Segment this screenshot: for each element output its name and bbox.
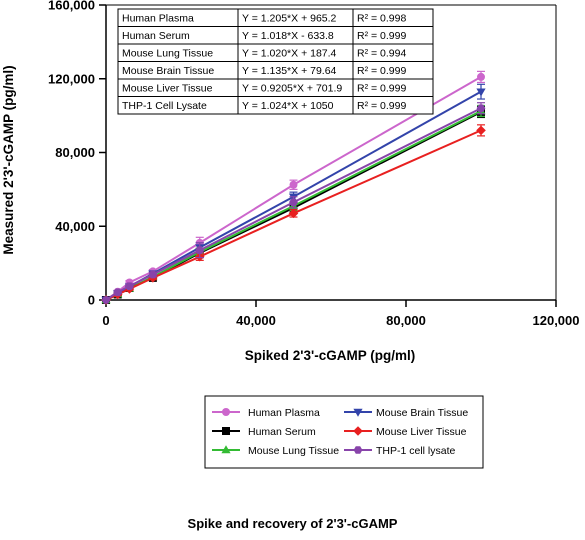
fit-r-squared: R² = 0.999 [357,65,406,77]
legend-marker [222,408,230,416]
series-mouse-liver-tissue [101,124,486,305]
fit-r-squared: R² = 0.999 [357,83,406,95]
legend-item: Mouse Lung Tissue [212,445,339,457]
fit-r-squared: R² = 0.998 [357,13,406,25]
x-tick-label: 0 [102,313,109,328]
fit-equation: Y = 0.9205*X + 701.9 [242,83,342,95]
fit-sample: Mouse Liver Tissue [122,83,213,95]
y-tick-label: 0 [88,293,95,308]
data-point [476,88,486,97]
legend-marker [221,445,231,454]
fit-sample: Human Plasma [122,13,194,25]
fit-r-squared: R² = 0.999 [357,100,406,112]
fit-r-squared: R² = 0.994 [357,48,406,60]
legend-label: Mouse Liver Tissue [376,426,467,438]
data-point [113,288,123,297]
fit-sample: Human Serum [122,30,190,42]
fit-sample: Mouse Lung Tissue [122,48,213,60]
fit-sample: THP-1 Cell Lysate [122,100,207,112]
legend-marker [353,408,363,417]
data-point [476,104,486,113]
fit-equation: Y = 1.135*X + 79.64 [242,65,337,77]
legend-marker [222,427,230,435]
x-tick-label: 120,000 [533,313,580,328]
plot-area [101,70,486,305]
y-tick-label: 160,000 [48,0,95,13]
legend-item: Mouse Brain Tissue [344,407,468,419]
data-point [148,270,158,279]
data-point [288,208,299,219]
x-tick-label: 40,000 [236,313,276,328]
legend-label: Mouse Brain Tissue [376,407,468,419]
data-point [125,282,134,290]
fit-equation: Y = 1.020*X + 187.4 [242,48,337,60]
fit-equation: Y = 1.024*X + 1050 [242,100,334,112]
x-axis-label: Spiked 2'3'-cGAMP (pg/ml) [245,348,415,363]
fit-table: Human Plasma Y = 1.205*X + 965.2 R² = 0.99… [117,8,434,115]
legend-item: Human Plasma [212,407,320,419]
data-point [289,180,298,189]
data-point [101,296,111,304]
y-axis-label: Measured 2'3'-cGAMP (pg/ml) [1,65,16,254]
data-point [476,125,486,136]
legend-label: Human Plasma [248,407,320,419]
series-thp-1-cell-lysate [101,102,486,304]
y-tick-label: 40,000 [55,219,95,234]
legend-label: THP-1 cell lysate [376,445,456,457]
legend-marker [353,426,363,436]
data-point [289,198,298,207]
fit-equation: Y = 1.205*X + 965.2 [242,13,337,25]
axes: 0 40,000 80,000 120,000 160,000 0 40,000 80,000… [48,0,580,328]
legend-marker [353,446,363,454]
legend-item: Human Serum [212,426,316,438]
y-tick-label: 80,000 [55,145,95,160]
fit-r-squared: R² = 0.999 [357,30,406,42]
legend-item: Mouse Liver Tissue [344,426,467,438]
data-point [477,72,485,81]
y-tick-label: 120,000 [48,71,95,86]
data-point [195,246,205,255]
legend-label: Human Serum [248,426,316,438]
legend: Human Plasma Human Serum Mouse Lung Tissue… [204,395,484,469]
legend-item: THP-1 cell lysate [344,445,456,457]
legend-label: Mouse Lung Tissue [248,445,339,457]
fit-equation: Y = 1.018*X - 633.8 [242,30,334,42]
figure-caption: Spike and recovery of 2'3'-cGAMP [187,516,398,531]
x-tick-label: 80,000 [386,313,426,328]
fit-sample: Mouse Brain Tissue [122,65,214,77]
